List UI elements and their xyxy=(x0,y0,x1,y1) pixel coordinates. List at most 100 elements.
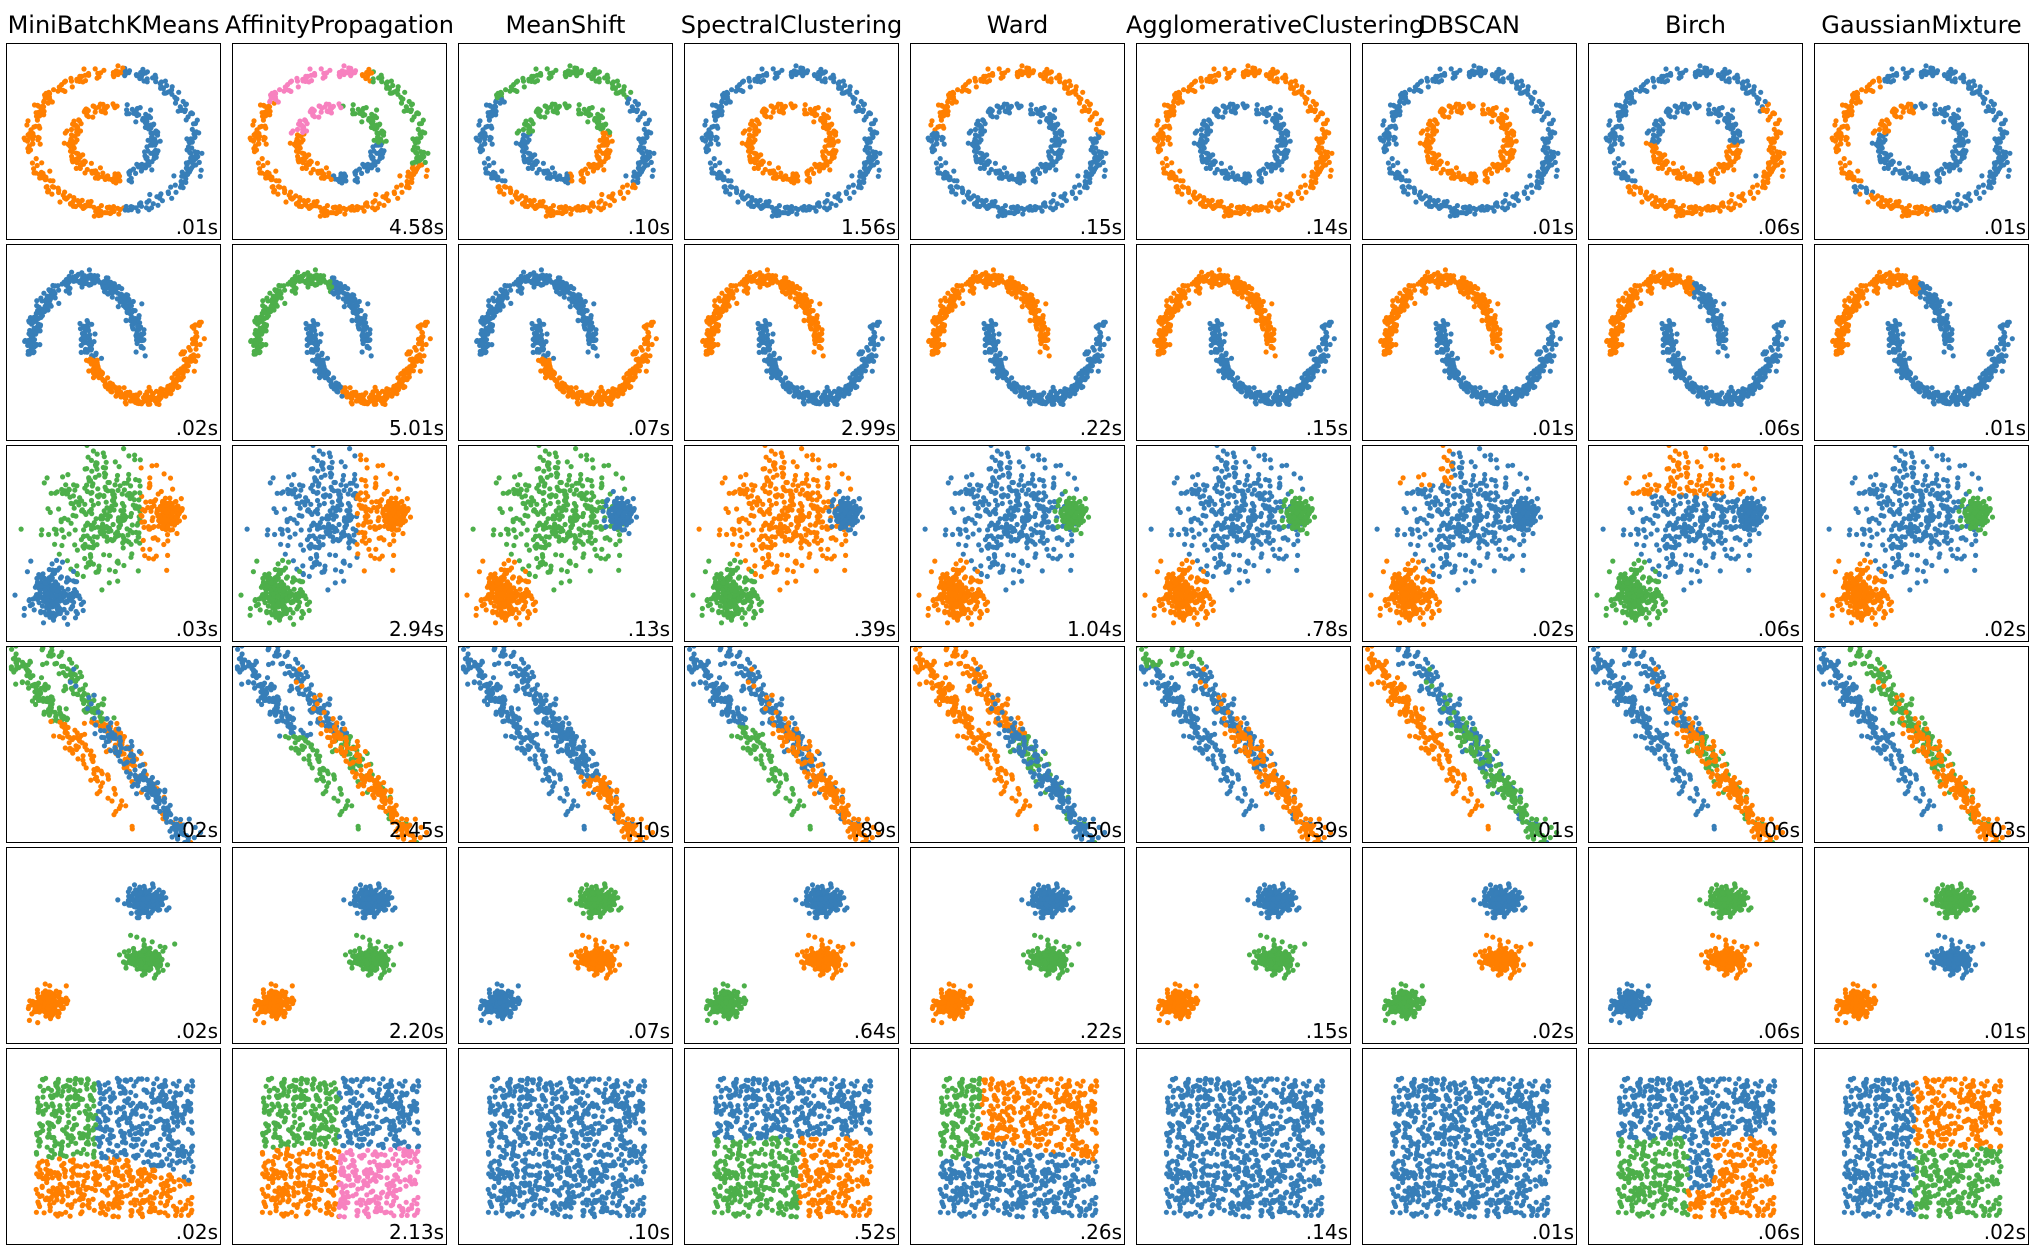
data-point xyxy=(992,198,998,205)
data-point xyxy=(769,103,775,109)
data-point xyxy=(1942,73,1948,79)
data-point xyxy=(1539,179,1545,185)
data-point xyxy=(712,162,718,169)
data-point xyxy=(576,107,582,113)
data-point xyxy=(1638,84,1644,90)
data-point xyxy=(369,111,375,117)
data-point xyxy=(998,75,1004,81)
column-title: MeanShift xyxy=(448,8,683,42)
data-point xyxy=(364,73,370,80)
data-point xyxy=(1606,122,1612,128)
data-point xyxy=(1465,176,1471,182)
data-point xyxy=(1242,71,1248,77)
data-point xyxy=(1539,160,1545,166)
data-point xyxy=(852,96,858,102)
data-point xyxy=(399,189,405,195)
data-point xyxy=(1629,97,1635,103)
data-point xyxy=(1438,159,1444,165)
data-point xyxy=(720,95,726,101)
data-point xyxy=(816,73,822,80)
data-point xyxy=(1607,118,1613,124)
data-point xyxy=(1278,107,1284,113)
data-point xyxy=(1246,211,1252,217)
data-point xyxy=(600,107,606,113)
data-point xyxy=(584,111,591,117)
data-point xyxy=(1665,203,1671,209)
data-point xyxy=(1833,118,1839,124)
data-point xyxy=(1877,84,1883,90)
data-point xyxy=(1294,82,1300,89)
data-point xyxy=(176,89,182,95)
data-point xyxy=(1283,154,1289,160)
data-point xyxy=(1276,198,1282,204)
data-point xyxy=(1765,117,1771,123)
data-point xyxy=(635,117,641,123)
data-point xyxy=(36,113,42,119)
data-point xyxy=(1468,71,1474,77)
data-point xyxy=(1411,88,1417,94)
data-point xyxy=(1679,165,1685,171)
data-point xyxy=(972,126,979,133)
data-point xyxy=(104,103,110,109)
data-point xyxy=(598,207,604,213)
data-point xyxy=(182,107,188,113)
data-point xyxy=(194,117,200,123)
data-point xyxy=(719,99,725,105)
data-point xyxy=(1294,90,1300,96)
data-point xyxy=(1026,73,1032,79)
data-point xyxy=(540,198,546,205)
data-point xyxy=(1260,166,1267,172)
data-point xyxy=(811,170,817,176)
data-point xyxy=(746,126,753,133)
data-point xyxy=(33,170,39,176)
data-point xyxy=(1323,150,1330,156)
data-point xyxy=(1694,105,1700,111)
data-point xyxy=(864,138,870,145)
data-point xyxy=(1691,176,1697,182)
data-point xyxy=(828,75,834,81)
data-point xyxy=(713,102,719,108)
data-point xyxy=(1946,73,1952,80)
data-point xyxy=(934,133,941,139)
data-point xyxy=(1500,118,1506,125)
data-point xyxy=(753,151,759,157)
data-point xyxy=(1986,182,1993,188)
data-point xyxy=(1545,158,1552,164)
data-point xyxy=(630,107,636,113)
data-point xyxy=(1482,68,1489,74)
data-point xyxy=(369,165,375,171)
data-point xyxy=(409,179,415,185)
data-point xyxy=(729,87,735,93)
data-point xyxy=(529,165,535,171)
data-point xyxy=(590,69,596,76)
data-point xyxy=(979,151,985,157)
data-point xyxy=(804,68,811,74)
data-point xyxy=(29,160,35,166)
data-point xyxy=(635,160,641,166)
data-point xyxy=(404,107,410,113)
data-point xyxy=(1078,96,1084,102)
timing-label: 1.56s xyxy=(841,214,896,240)
data-point xyxy=(616,82,622,89)
data-point xyxy=(263,141,269,147)
data-point xyxy=(1740,79,1746,85)
data-point xyxy=(868,154,874,160)
data-point xyxy=(414,110,420,116)
data-point xyxy=(807,106,813,112)
data-point xyxy=(770,109,776,115)
data-point xyxy=(1102,167,1108,173)
data-point xyxy=(337,208,343,214)
data-point xyxy=(1406,178,1412,184)
data-point xyxy=(83,203,89,209)
data-point xyxy=(1437,66,1443,72)
data-point xyxy=(521,138,527,144)
data-point xyxy=(849,173,855,179)
data-point xyxy=(547,70,553,76)
data-point xyxy=(75,151,81,157)
data-point xyxy=(253,147,260,153)
data-point xyxy=(489,141,495,147)
data-point xyxy=(934,140,940,146)
data-point xyxy=(191,135,197,141)
data-point xyxy=(482,133,489,139)
data-point xyxy=(1328,167,1334,173)
